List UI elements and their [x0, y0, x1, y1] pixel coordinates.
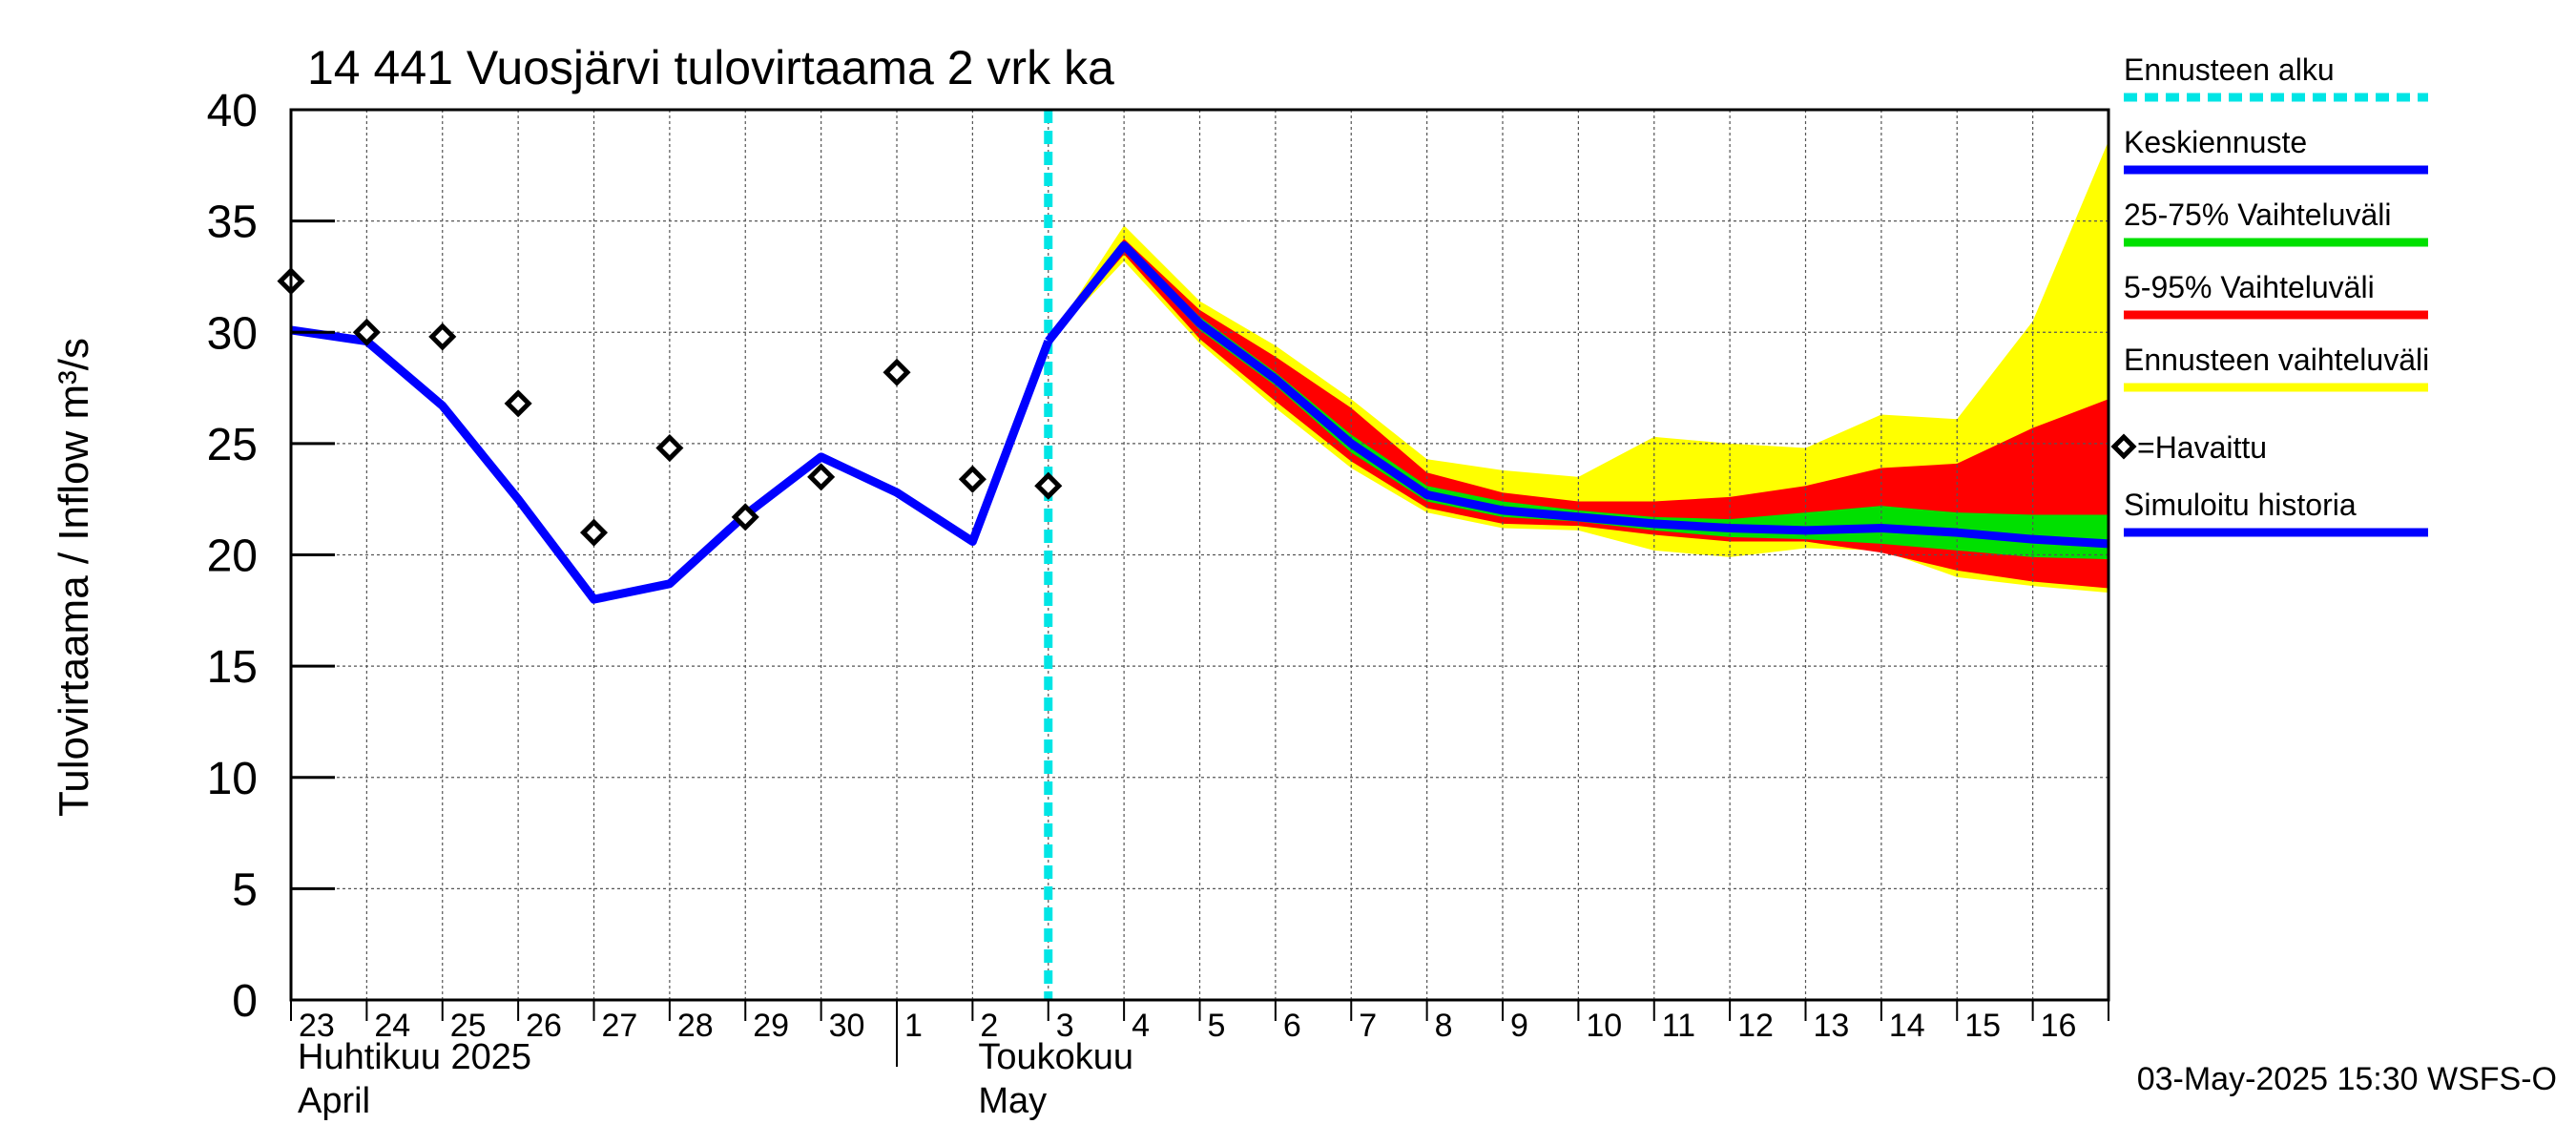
legend-marker-observed — [2110, 433, 2137, 460]
x-tick-label: 10 — [1586, 1008, 1622, 1044]
x-tick-label: 8 — [1435, 1008, 1453, 1044]
observed-point — [428, 323, 457, 351]
x-tick-label: 13 — [1814, 1008, 1850, 1044]
y-tick-label: 35 — [207, 198, 258, 248]
series-simuloitu-historia — [290, 325, 1052, 604]
x-tick-label: 3 — [1056, 1008, 1074, 1044]
x-tick-label: 29 — [753, 1008, 789, 1044]
x-tick-label: 27 — [602, 1008, 638, 1044]
x-tick-label: 12 — [1737, 1008, 1774, 1044]
x-tick-label: 14 — [1889, 1008, 1925, 1044]
month-label-en: May — [978, 1081, 1047, 1121]
observed-point — [1034, 471, 1063, 500]
y-tick-label: 5 — [232, 864, 258, 915]
legend-label: Ennusteen alku — [2124, 52, 2335, 87]
y-tick-label: 15 — [207, 642, 258, 693]
x-tick-label: 16 — [2041, 1008, 2077, 1044]
legend-label: 5-95% Vaihteluväli — [2124, 270, 2375, 304]
y-tick-label: 20 — [207, 531, 258, 582]
observed-point — [883, 358, 911, 386]
observed-point — [579, 518, 609, 547]
x-tick-label: 25 — [450, 1008, 487, 1044]
x-tick-label: 7 — [1359, 1008, 1377, 1044]
x-tick-label: 4 — [1132, 1008, 1150, 1044]
series-lines — [277, 110, 2109, 1000]
observed-point — [731, 503, 759, 531]
x-tick-label: 26 — [526, 1008, 562, 1044]
x-tick-label: 28 — [677, 1008, 714, 1044]
legend-label: Simuloitu historia — [2124, 488, 2357, 522]
y-axis-label: Tulovirtaama / Inflow m³/s — [51, 338, 97, 817]
legend-label: Keskiennuste — [2124, 125, 2307, 159]
x-tick-label: 1 — [904, 1008, 923, 1044]
x-tick-label: 11 — [1662, 1008, 1695, 1044]
legend-label: 25-75% Vaihteluväli — [2124, 198, 2391, 232]
x-tick-label: 9 — [1510, 1008, 1528, 1044]
observed-point — [352, 318, 381, 346]
x-tick-label: 15 — [1964, 1008, 2001, 1044]
observed-point — [504, 389, 532, 418]
x-tick-label: 5 — [1208, 1008, 1226, 1044]
x-tick-label: 23 — [299, 1008, 335, 1044]
legend: Ennusteen alku Keskiennuste 25-75% Vaihtel… — [2110, 52, 2429, 537]
x-tick-label: 2 — [980, 1008, 998, 1044]
legend-label: Ennusteen vaihteluväli — [2124, 343, 2429, 377]
x-tick-label: 30 — [829, 1008, 865, 1044]
y-tick-label: 10 — [207, 754, 258, 804]
chart-title: 14 441 Vuosjärvi tulovirtaama 2 vrk ka — [307, 41, 1114, 94]
band-5-95-vaihteluv-li — [1048, 239, 2109, 589]
x-tick-label: 6 — [1283, 1008, 1301, 1044]
observed-point — [958, 465, 987, 493]
observed-point — [807, 463, 836, 491]
observed-point — [655, 434, 684, 463]
y-tick-label: 0 — [232, 976, 258, 1027]
y-tick-label: 30 — [207, 308, 258, 359]
y-tick-label: 40 — [207, 86, 258, 136]
series-keskiennuste — [1045, 240, 2109, 549]
month-label-en: April — [298, 1081, 370, 1121]
month-label: Toukokuu — [978, 1037, 1133, 1077]
month-label: Huhtikuu 2025 — [298, 1037, 531, 1077]
y-tick-label: 25 — [207, 420, 258, 470]
footer-timestamp: 03-May-2025 15:30 WSFS-O — [2137, 1061, 2557, 1097]
legend-label: =Havaittu — [2137, 430, 2267, 465]
x-tick-label: 24 — [374, 1008, 410, 1044]
